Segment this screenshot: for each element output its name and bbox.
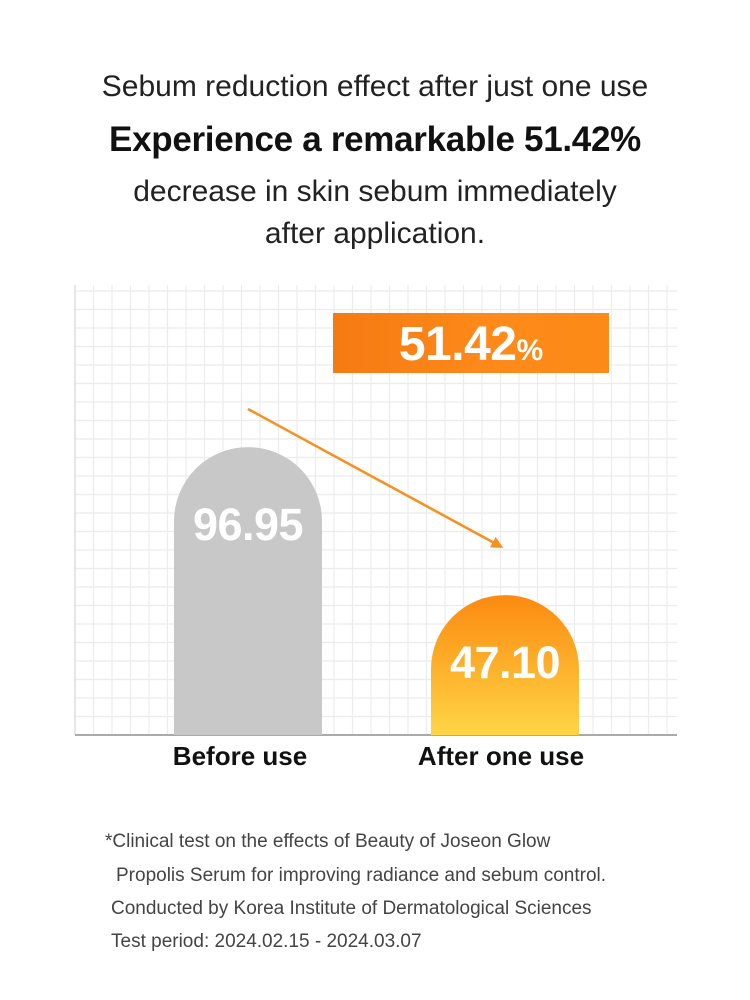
- bar-before-use: [174, 447, 322, 735]
- category-label-after-one-use: After one use: [417, 741, 585, 771]
- reduction-highlight-box: [333, 313, 609, 373]
- bar-before-value-label: 96.95: [192, 499, 304, 551]
- decrease-arrow: [247, 407, 504, 548]
- chart-canvas: [74, 285, 677, 736]
- chart-title: Experience a remarkable 51.42%: [109, 120, 641, 159]
- footnote-line-1: *Clinical test on the effects of Beauty …: [105, 831, 551, 852]
- chart-subtitle: Sebum reduction effect after just one us…: [101, 70, 649, 103]
- reduction-percent-value: 51.42: [398, 318, 517, 371]
- bar-after-value-label: 47.10: [449, 637, 561, 689]
- footnote-line-2: Propolis Serum for improving radiance an…: [116, 865, 607, 886]
- bar-chart: 51.42% 96.95 47.10 Before use After one …: [0, 285, 750, 785]
- category-label-before-use: Before use: [172, 741, 308, 771]
- description-line-1: decrease in skin sebum immediately: [133, 175, 617, 208]
- footnote-line-4: Test period: 2024.02.15 - 2024.03.07: [111, 931, 422, 952]
- reduction-percent-unit: %: [516, 334, 544, 367]
- reduction-highlight-value: 51.42%: [333, 315, 609, 375]
- description-line-2: after application.: [264, 217, 486, 250]
- bar-after-one-use: [431, 595, 579, 735]
- footnote-line-3: Conducted by Korea Institute of Dermatol…: [111, 898, 592, 919]
